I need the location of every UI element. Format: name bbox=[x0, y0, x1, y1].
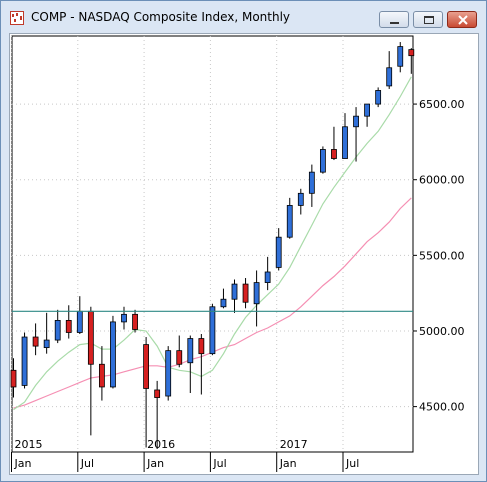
candle-body[interactable] bbox=[286, 205, 293, 238]
candle-body[interactable] bbox=[375, 90, 382, 105]
window-title: COMP - NASDAQ Composite Index, Monthly bbox=[31, 10, 291, 24]
candle-body[interactable] bbox=[187, 338, 194, 364]
candle-body[interactable] bbox=[331, 149, 337, 159]
maximize-button[interactable] bbox=[413, 11, 443, 28]
candle-body[interactable] bbox=[275, 236, 282, 268]
x-axis-month-label: Jul bbox=[345, 457, 359, 470]
candle-body[interactable] bbox=[209, 306, 216, 355]
close-icon bbox=[458, 15, 468, 25]
candle-body[interactable] bbox=[143, 344, 150, 389]
close-button[interactable] bbox=[447, 11, 477, 28]
candle-body[interactable] bbox=[176, 350, 183, 365]
x-axis-month-label: Jan bbox=[279, 457, 297, 470]
minimize-icon bbox=[390, 22, 399, 24]
candle-body[interactable] bbox=[397, 46, 404, 67]
candle-body[interactable] bbox=[198, 338, 205, 355]
candle-body[interactable] bbox=[364, 103, 371, 117]
x-axis-month-label: Jul bbox=[80, 457, 94, 470]
candle-body[interactable] bbox=[99, 363, 105, 388]
candle-body[interactable] bbox=[10, 369, 17, 388]
candle-body[interactable] bbox=[54, 319, 61, 341]
candle-body[interactable] bbox=[87, 310, 94, 365]
y-axis-tick-label: 5500.00 bbox=[419, 249, 465, 262]
x-axis-year-label: 2015 bbox=[15, 438, 43, 451]
x-axis-month-label: Jan bbox=[14, 457, 32, 470]
candle-body[interactable] bbox=[43, 339, 50, 349]
candle-body[interactable] bbox=[76, 310, 83, 333]
maximize-icon bbox=[424, 16, 434, 24]
minimize-button[interactable] bbox=[379, 11, 409, 28]
candle-body[interactable] bbox=[231, 283, 238, 300]
candle-body[interactable] bbox=[21, 336, 28, 386]
candlestick-chart[interactable]: 4500.00 5000.00 5500.00 6000.00 6500.00 Jan Ju… bbox=[10, 34, 478, 474]
title-bar[interactable]: COMP - NASDAQ Composite Index, Monthly bbox=[1, 1, 486, 33]
x-axis-month-label: Jul bbox=[212, 457, 226, 470]
y-axis-tick-label: 5000.00 bbox=[419, 325, 465, 338]
candle-body[interactable] bbox=[132, 313, 138, 330]
candle-body[interactable] bbox=[220, 298, 227, 308]
candle-body[interactable] bbox=[342, 126, 348, 159]
candle-body[interactable] bbox=[308, 171, 315, 194]
x-axis-year-label: 2017 bbox=[280, 438, 308, 451]
y-axis-tick-label: 6000.00 bbox=[419, 174, 465, 187]
candle-body[interactable] bbox=[319, 149, 326, 173]
candle-body[interactable] bbox=[353, 115, 359, 128]
moving-average-fast-line bbox=[13, 76, 412, 411]
y-axis-tick-label: 6500.00 bbox=[419, 98, 465, 111]
candle-body[interactable] bbox=[297, 192, 304, 206]
chart-area[interactable]: 4500.00 5000.00 5500.00 6000.00 6500.00 Jan Ju… bbox=[9, 33, 479, 475]
x-axis-month-label: Jan bbox=[146, 457, 164, 470]
candle-body[interactable] bbox=[32, 336, 39, 347]
candle-body[interactable] bbox=[121, 313, 127, 323]
y-axis-tick-label: 4500.00 bbox=[419, 401, 465, 414]
candle-body[interactable] bbox=[386, 67, 393, 87]
candle-body[interactable] bbox=[165, 350, 172, 397]
candle-body[interactable] bbox=[110, 321, 116, 388]
candle-body[interactable] bbox=[264, 271, 271, 283]
x-axis-year-label: 2016 bbox=[147, 438, 175, 451]
candle-body[interactable] bbox=[408, 49, 415, 57]
plot-frame bbox=[11, 35, 414, 453]
candle-body[interactable] bbox=[242, 283, 249, 303]
candle-body[interactable] bbox=[65, 319, 72, 333]
chart-app-icon bbox=[10, 11, 24, 25]
candle-body[interactable] bbox=[154, 389, 161, 398]
candle-body[interactable] bbox=[253, 282, 260, 305]
